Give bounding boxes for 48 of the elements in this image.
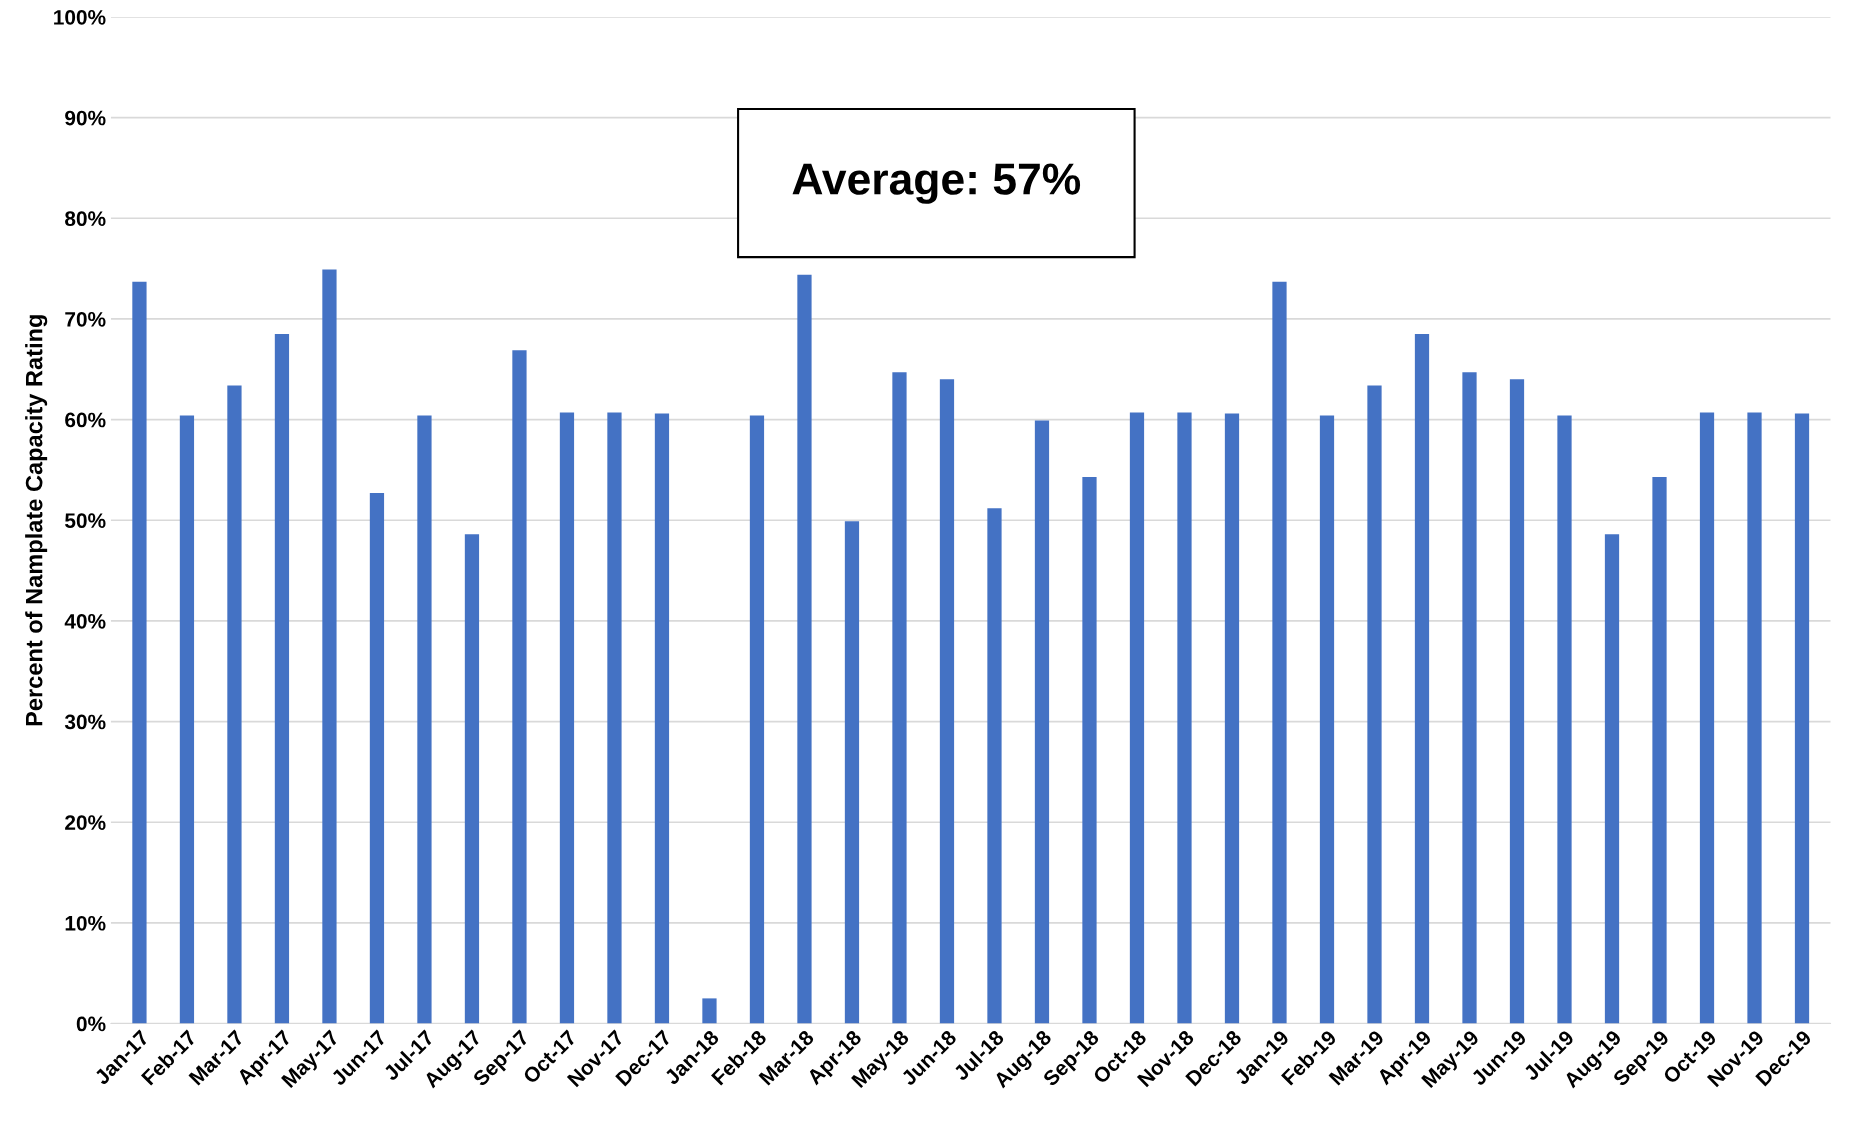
bar xyxy=(1082,476,1097,1024)
bar xyxy=(369,493,385,1024)
bar xyxy=(1129,412,1145,1024)
bar xyxy=(417,415,432,1024)
bar xyxy=(844,521,860,1024)
bar xyxy=(1177,412,1192,1024)
bar xyxy=(1509,379,1525,1024)
bar xyxy=(1557,415,1572,1024)
bar xyxy=(1794,413,1810,1024)
y-tick-label: 90% xyxy=(65,110,106,126)
bar xyxy=(702,998,717,1024)
bar xyxy=(1367,385,1382,1024)
bar xyxy=(322,269,337,1024)
y-axis-title: Percent of Namplate Capacity Rating xyxy=(25,315,48,726)
bar xyxy=(132,281,147,1024)
bar xyxy=(1414,334,1430,1024)
bar xyxy=(1699,412,1715,1024)
bar xyxy=(1224,413,1240,1024)
y-tick-label: 80% xyxy=(65,211,106,227)
bar xyxy=(1034,420,1050,1024)
bar xyxy=(892,372,907,1024)
y-tick-label: 40% xyxy=(64,613,106,629)
bar xyxy=(559,412,575,1024)
bar xyxy=(1462,372,1477,1024)
y-tick-label: 50% xyxy=(65,513,106,529)
bar xyxy=(1319,415,1335,1024)
bar xyxy=(512,350,527,1024)
annotation: Average: 57% xyxy=(792,163,1081,204)
y-tick-label: 10% xyxy=(65,915,106,931)
bar xyxy=(464,534,480,1024)
bar xyxy=(939,379,955,1024)
bar xyxy=(749,415,765,1024)
bar xyxy=(227,385,242,1024)
bar xyxy=(274,334,290,1024)
bar xyxy=(654,413,670,1024)
y-tick-label: 70% xyxy=(65,311,106,327)
bar xyxy=(987,508,1002,1024)
bar xyxy=(1272,281,1287,1024)
y-tick-label: 60% xyxy=(65,412,106,428)
y-tick-label: 20% xyxy=(65,815,106,830)
bar xyxy=(1652,476,1667,1024)
y-tick-label: 100% xyxy=(54,9,106,25)
bar xyxy=(1604,534,1620,1024)
bar xyxy=(797,274,812,1024)
y-tick-label: 30% xyxy=(64,714,106,730)
bar xyxy=(607,412,622,1024)
bar xyxy=(179,415,195,1024)
bar xyxy=(1747,412,1762,1024)
